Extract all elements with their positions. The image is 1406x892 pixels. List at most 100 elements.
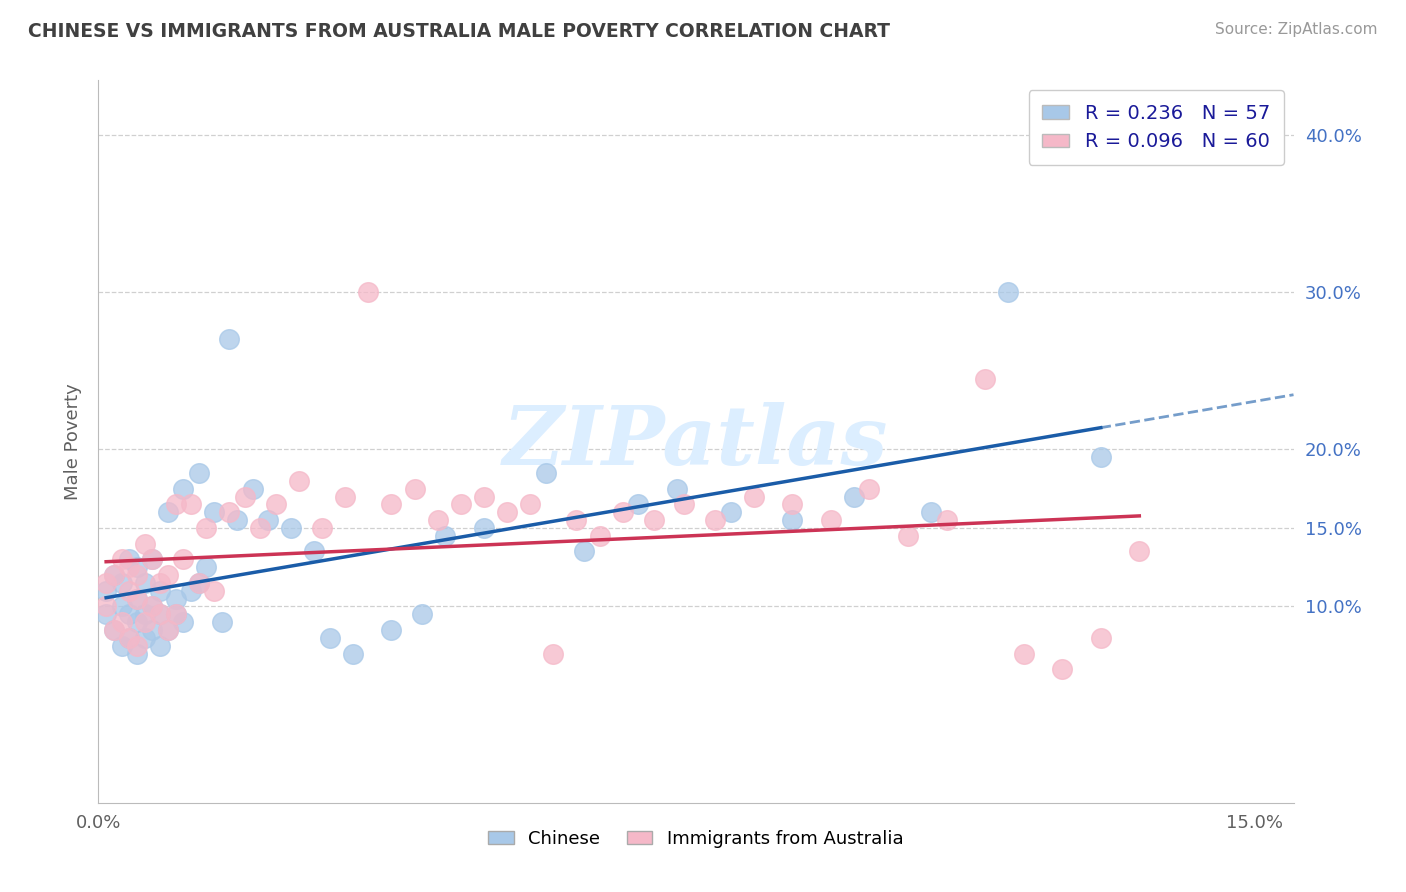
Point [118, 552, 141, 566]
Point [858, 482, 880, 496]
Point [110, 575, 132, 590]
Point [704, 513, 727, 527]
Point [118, 631, 141, 645]
Point [110, 599, 132, 614]
Point [534, 466, 557, 480]
Point [202, 583, 225, 598]
Point [434, 529, 457, 543]
Point [782, 497, 804, 511]
Point [974, 372, 997, 386]
Point [311, 521, 333, 535]
Point [1050, 662, 1073, 676]
Point [319, 631, 342, 645]
Point [304, 544, 326, 558]
Point [187, 466, 209, 480]
Point [720, 505, 742, 519]
Point [333, 490, 356, 504]
Point [103, 568, 125, 582]
Point [612, 505, 634, 519]
Point [118, 631, 141, 645]
Point [280, 521, 302, 535]
Point [149, 583, 172, 598]
Point [627, 497, 650, 511]
Point [997, 285, 1019, 300]
Point [450, 497, 472, 511]
Point [187, 575, 209, 590]
Point [141, 623, 163, 637]
Point [242, 482, 264, 496]
Point [519, 497, 541, 511]
Point [257, 513, 280, 527]
Point [149, 639, 172, 653]
Point [125, 591, 148, 606]
Point [141, 599, 163, 614]
Point [172, 482, 194, 496]
Text: CHINESE VS IMMIGRANTS FROM AUSTRALIA MALE POVERTY CORRELATION CHART: CHINESE VS IMMIGRANTS FROM AUSTRALIA MAL… [28, 22, 890, 41]
Point [103, 568, 125, 582]
Point [134, 575, 156, 590]
Point [156, 505, 179, 519]
Point [472, 521, 495, 535]
Point [588, 529, 610, 543]
Point [233, 490, 256, 504]
Point [218, 505, 240, 519]
Point [149, 607, 172, 622]
Point [380, 497, 402, 511]
Point [110, 639, 132, 653]
Point [187, 575, 209, 590]
Point [141, 552, 163, 566]
Point [264, 497, 287, 511]
Point [357, 285, 380, 300]
Point [156, 623, 179, 637]
Point [742, 490, 765, 504]
Point [226, 513, 249, 527]
Point [842, 490, 865, 504]
Point [782, 513, 804, 527]
Point [134, 607, 156, 622]
Point [195, 560, 218, 574]
Point [1090, 631, 1112, 645]
Point [165, 497, 187, 511]
Point [820, 513, 842, 527]
Point [118, 560, 141, 574]
Point [249, 521, 271, 535]
Point [156, 623, 179, 637]
Point [125, 591, 148, 606]
Point [572, 544, 595, 558]
Point [110, 615, 132, 630]
Point [125, 647, 148, 661]
Point [935, 513, 957, 527]
Text: Source: ZipAtlas.com: Source: ZipAtlas.com [1215, 22, 1378, 37]
Point [103, 623, 125, 637]
Text: ZIPatlas: ZIPatlas [503, 401, 889, 482]
Point [125, 615, 148, 630]
Point [134, 536, 156, 550]
Point [125, 560, 148, 574]
Point [172, 615, 194, 630]
Point [665, 482, 688, 496]
Point [920, 505, 942, 519]
Point [141, 599, 163, 614]
Point [342, 647, 364, 661]
Point [94, 607, 117, 622]
Point [1128, 544, 1150, 558]
Point [411, 607, 433, 622]
Point [404, 482, 426, 496]
Y-axis label: Male Poverty: Male Poverty [63, 384, 82, 500]
Point [195, 521, 218, 535]
Point [149, 575, 172, 590]
Point [426, 513, 449, 527]
Point [202, 505, 225, 519]
Point [218, 333, 240, 347]
Point [134, 631, 156, 645]
Point [543, 647, 565, 661]
Point [565, 513, 588, 527]
Point [103, 623, 125, 637]
Point [496, 505, 519, 519]
Point [118, 583, 141, 598]
Point [134, 615, 156, 630]
Point [165, 607, 187, 622]
Point [165, 591, 187, 606]
Point [673, 497, 696, 511]
Point [380, 623, 402, 637]
